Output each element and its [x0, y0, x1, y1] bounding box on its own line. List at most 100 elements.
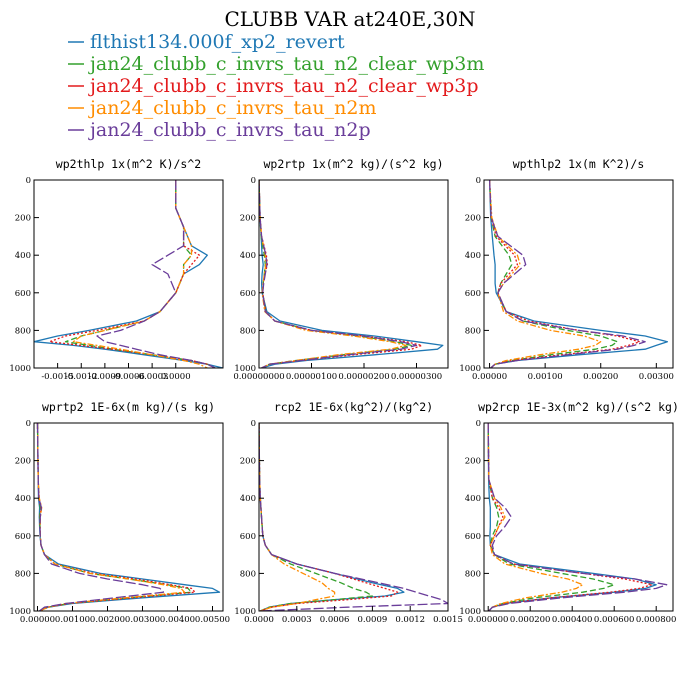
x-tick-label: 0.000800	[636, 615, 677, 625]
y-tick-label: 200	[240, 457, 256, 467]
x-tick-label: 0.00300	[125, 615, 160, 625]
x-tick-label: 0.00000	[20, 615, 55, 625]
y-tick-label: 400	[15, 494, 31, 504]
x-tick-label: -0.0015	[41, 372, 74, 382]
y-tick-label: 0	[476, 176, 481, 186]
y-tick-label: 400	[465, 251, 481, 261]
series-line	[36, 423, 165, 611]
x-tick-label: 0.00100	[55, 615, 90, 625]
x-tick-label: 0.0012	[395, 615, 425, 625]
legend: flthist134.000f_xp2_revert jan24_clubb_c_…	[68, 31, 484, 141]
panel-title: wpthlp2 1x(m K^2)/s	[513, 157, 645, 171]
series-line	[488, 180, 669, 368]
legend-label: jan24_clubb_c_invrs_tau_n2m	[88, 97, 376, 119]
series-line	[487, 423, 584, 611]
x-tick-label: 0.00500	[195, 615, 230, 625]
series-line	[72, 180, 208, 368]
series-line	[259, 423, 374, 611]
panel-6: wp2rcp 1E-3x(m^2 kg)/(s^2 kg) 0 200 400 600 8…	[459, 400, 679, 625]
x-tick-label: 0.000000	[468, 615, 509, 625]
y-tick-label: 800	[240, 326, 256, 336]
x-tick-label: 0.00200	[583, 372, 618, 382]
legend-label: jan24_clubb_c_invrs_tau_n2_clear_wp3p	[88, 75, 479, 97]
series-line	[36, 423, 221, 611]
y-tick-label: 600	[465, 532, 481, 542]
x-tick-label: 0.00200	[90, 615, 125, 625]
y-tick-label: 400	[240, 251, 256, 261]
panel-title: wp2rcp 1E-3x(m^2 kg)/(s^2 kg)	[478, 400, 679, 414]
x-tick-label: 0.00300	[639, 372, 674, 382]
panel-2: wp2rtp 1x(m^2 kg)/(s^2 kg) 0 200 400 600 800 1…	[233, 157, 449, 382]
y-tick-label: 600	[465, 289, 481, 299]
panel-title: wp2thlp 1x(m^2 K)/s^2	[56, 157, 201, 171]
panels: wp2thlp 1x(m^2 K)/s^2 0 200 400 600 800 1000 -0…	[9, 157, 679, 625]
y-tick-label: 400	[465, 494, 481, 504]
plot-frame	[483, 422, 674, 612]
y-tick-label: 1000	[459, 364, 481, 374]
series-line	[34, 180, 223, 368]
series-line	[488, 180, 602, 368]
x-tick-label: 0.0009	[358, 615, 388, 625]
x-tick-label: 0.00000300	[391, 372, 442, 382]
y-tick-label: 1000	[459, 607, 481, 617]
y-tick-label: 1000	[9, 607, 31, 617]
x-tick-label: 0.000200	[510, 615, 551, 625]
y-tick-label: 200	[465, 457, 481, 467]
y-tick-label: 600	[240, 532, 256, 542]
series-line	[487, 423, 653, 611]
y-tick-label: 200	[15, 214, 31, 224]
x-tick-label: -0.0009	[89, 372, 122, 382]
x-tick-label: 0.0000	[161, 372, 191, 382]
series-line	[64, 180, 216, 368]
series-line	[488, 180, 641, 368]
x-tick-label: 0.00100	[528, 372, 563, 382]
x-tick-label: -0.0003	[136, 372, 169, 382]
y-tick-label: 800	[15, 326, 31, 336]
x-tick-label: 0.00000200	[338, 372, 389, 382]
x-tick-label: 0.00000	[472, 372, 507, 382]
panel-title: wprtp2 1E-6x(m kg)/(s kg)	[42, 400, 215, 414]
y-tick-label: 800	[15, 569, 31, 579]
y-tick-label: 1000	[9, 364, 31, 374]
series-line	[487, 423, 615, 611]
y-tick-label: 600	[240, 289, 256, 299]
x-tick-label: 0.000600	[594, 615, 635, 625]
series-line	[259, 423, 405, 611]
plot-frame	[483, 179, 674, 369]
series-line	[36, 423, 186, 611]
x-tick-label: 0.00000100	[286, 372, 337, 382]
plot-frame	[258, 422, 449, 612]
legend-label: flthist134.000f_xp2_revert	[90, 31, 345, 53]
series-line	[259, 423, 399, 611]
series-line	[488, 180, 646, 368]
figure-title: CLUBB VAR at240E,30N	[224, 7, 475, 31]
x-tick-label: -0.0012	[65, 372, 98, 382]
y-tick-label: 0	[26, 419, 31, 429]
y-tick-label: 600	[15, 532, 31, 542]
series-line	[96, 180, 216, 368]
y-tick-label: 0	[26, 176, 31, 186]
y-tick-label: 200	[15, 457, 31, 467]
panel-3: wpthlp2 1x(m K^2)/s020040060080010000.00…	[459, 157, 674, 382]
x-tick-label: 0.0003	[282, 615, 312, 625]
y-tick-label: 200	[465, 214, 481, 224]
y-tick-label: 600	[15, 289, 31, 299]
y-tick-label: 1000	[234, 364, 256, 374]
y-tick-label: 400	[240, 494, 256, 504]
plot-frame	[258, 179, 449, 369]
series-line	[259, 180, 444, 368]
panel-title: wp2rtp 1x(m^2 kg)/(s^2 kg)	[263, 157, 443, 171]
y-tick-label: 800	[465, 569, 481, 579]
x-tick-label: 0.0015	[433, 615, 463, 625]
y-tick-label: 800	[465, 326, 481, 336]
series-line	[49, 180, 216, 368]
y-tick-label: 200	[240, 214, 256, 224]
y-tick-label: 0	[251, 419, 256, 429]
series-line	[259, 423, 448, 611]
panel-1: wp2thlp 1x(m^2 K)/s^2 0 200 400 600 800 1000 -0…	[9, 157, 224, 382]
x-tick-label: 0.0006	[320, 615, 350, 625]
y-tick-label: 400	[15, 251, 31, 261]
y-tick-label: 0	[476, 419, 481, 429]
x-tick-label: -0.0006	[112, 372, 145, 382]
